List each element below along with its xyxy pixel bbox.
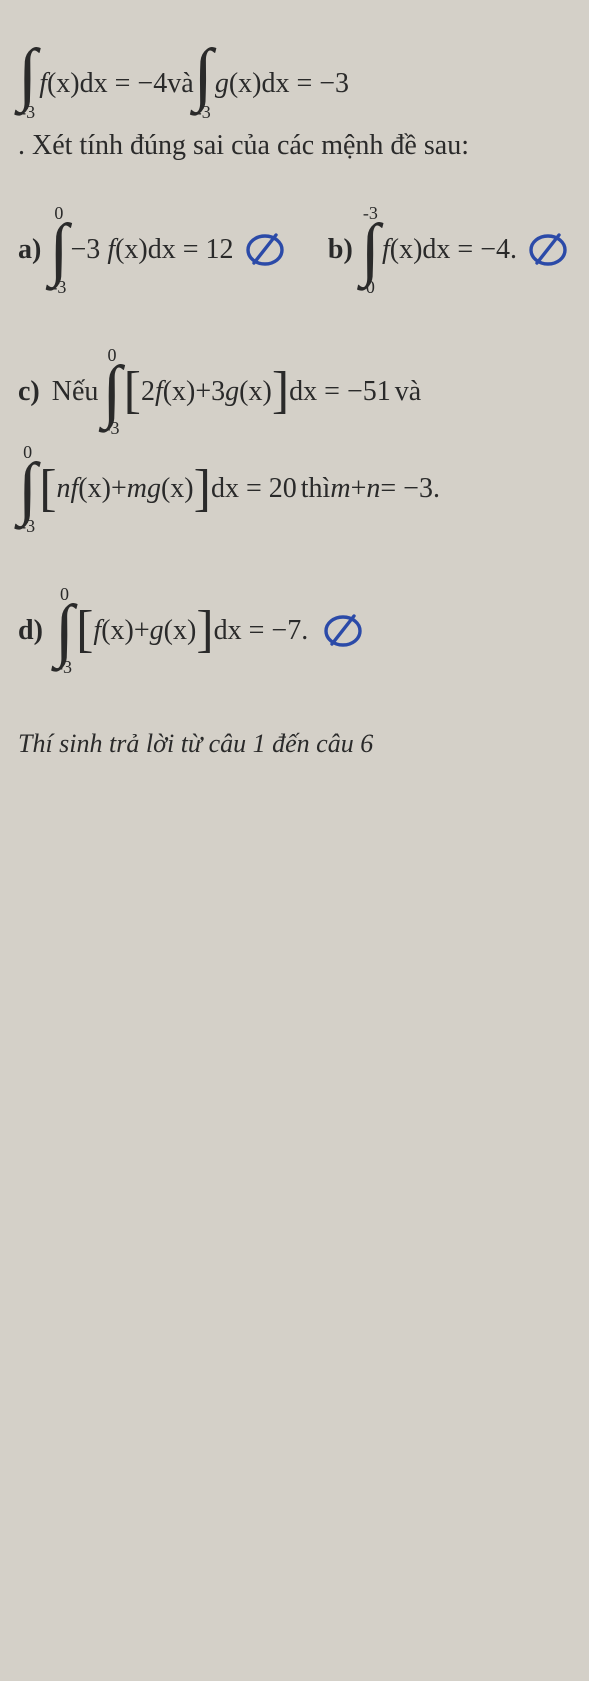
option-label-b: b) (328, 231, 353, 269)
left-bracket-icon: [ (124, 373, 141, 409)
integrand-f: f (71, 470, 79, 508)
text-instruction: . Xét tính đúng sai của các mệnh đề sau: (18, 127, 469, 165)
integrand-f: f (39, 65, 47, 103)
integral-given-2: ∫ -3 g (x)dx = −3 (194, 47, 349, 121)
option-c: c) Nếu 0 ∫ -3 [ 2 f (x)+3 g (x) ] dx = −… (18, 346, 571, 535)
integrand-post: dx = 20 (211, 470, 297, 508)
integrand-end: (x) (239, 373, 272, 411)
var-m: m (330, 470, 350, 508)
integrand-tail: (x)dx = −3 (229, 65, 349, 103)
limit-lower: -3 (57, 658, 72, 676)
limit-lower: -3 (105, 419, 120, 437)
integral-d: 0 ∫ -3 [ f (x)+ g (x) ] dx = −7. (55, 585, 308, 677)
text-then: thì (301, 470, 331, 508)
integral-sign-icon: ∫ (194, 45, 213, 105)
var-n: n (366, 470, 380, 508)
integral-sign-icon: ∫ (55, 601, 74, 661)
integral-given-1: ∫ -3 f (x)dx = −4 (18, 47, 167, 121)
right-bracket-icon: ] (196, 612, 213, 648)
coef-n: n (57, 470, 71, 508)
handwritten-mark-icon (525, 227, 571, 273)
coef-2: 2 (141, 373, 155, 411)
limit-lower: -3 (20, 103, 35, 121)
integral-sign-icon: ∫ (49, 220, 68, 280)
left-bracket-icon: [ (39, 471, 56, 507)
option-label-a: a) (18, 231, 41, 269)
integrand-f: f (382, 231, 390, 269)
plus: + (351, 470, 367, 508)
integrand-end: (x) (164, 612, 197, 650)
integrand-post: dx = −7. (214, 612, 309, 650)
integrand-mid: (x)+3 (163, 373, 225, 411)
integral-c1: 0 ∫ -3 [ 2 f (x)+3 g (x) ] dx = −51 (102, 346, 390, 438)
integrand-g: g (150, 612, 164, 650)
integrand-post: dx = −51 (289, 373, 391, 411)
integrand-g: g (215, 65, 229, 103)
problem-given: ∫ -3 f (x)dx = −4 và ∫ -3 g (x)dx = −3 (18, 20, 571, 164)
text-and: và (167, 65, 193, 103)
coef-m: m (127, 470, 147, 508)
limit-lower: -3 (196, 103, 211, 121)
handwritten-mark-icon (242, 227, 288, 273)
option-b: b) -3 ∫ 0 f (x)dx = −4. (328, 204, 571, 296)
option-a: a) 0 ∫ -3 −3 f (x)dx = 12 (18, 204, 288, 296)
integrand-end: (x) (161, 470, 194, 508)
integrand-mid: (x)+ (78, 470, 126, 508)
integral-sign-icon: ∫ (361, 220, 380, 280)
integrand-mid: (x)+ (101, 612, 149, 650)
limit-lower: -3 (20, 517, 35, 535)
handwritten-mark-icon (320, 608, 366, 654)
text-and: và (395, 373, 421, 411)
right-bracket-icon: ] (194, 471, 211, 507)
eq-result: = −3. (380, 470, 440, 508)
text-if: Nếu (52, 373, 99, 411)
integrand-tail: (x)dx = −4. (390, 231, 517, 269)
integral-c2: 0 ∫ -3 [ n f (x)+ m g (x) ] dx = 20 (18, 443, 297, 535)
limit-lower: -3 (51, 278, 66, 296)
integrand-tail: (x)dx = 12 (115, 231, 233, 269)
integrand-f: f (93, 612, 101, 650)
integrand-f: f (107, 231, 115, 269)
option-d: d) 0 ∫ -3 [ f (x)+ g (x) ] dx = −7. (18, 585, 571, 677)
option-label-d: d) (18, 612, 43, 650)
integral-a: 0 ∫ -3 −3 f (x)dx = 12 (49, 204, 233, 296)
integral-sign-icon: ∫ (102, 362, 121, 422)
integrand-f: f (155, 373, 163, 411)
limit-lower: 0 (366, 278, 375, 296)
integrand-coef: −3 (71, 231, 101, 269)
footer-instruction: Thí sinh trả lời từ câu 1 đến câu 6 (18, 726, 571, 761)
integrand-tail: (x)dx = −4 (47, 65, 167, 103)
right-bracket-icon: ] (272, 373, 289, 409)
integral-sign-icon: ∫ (18, 45, 37, 105)
integral-b: -3 ∫ 0 f (x)dx = −4. (361, 204, 517, 296)
footer-text: Thí sinh trả lời từ câu 1 đến câu 6 (18, 726, 373, 761)
integral-sign-icon: ∫ (18, 459, 37, 519)
integrand-g: g (225, 373, 239, 411)
integrand-g: g (147, 470, 161, 508)
left-bracket-icon: [ (76, 612, 93, 648)
options-row-1: a) 0 ∫ -3 −3 f (x)dx = 12 b) (18, 204, 571, 296)
option-label-c: c) (18, 373, 40, 411)
